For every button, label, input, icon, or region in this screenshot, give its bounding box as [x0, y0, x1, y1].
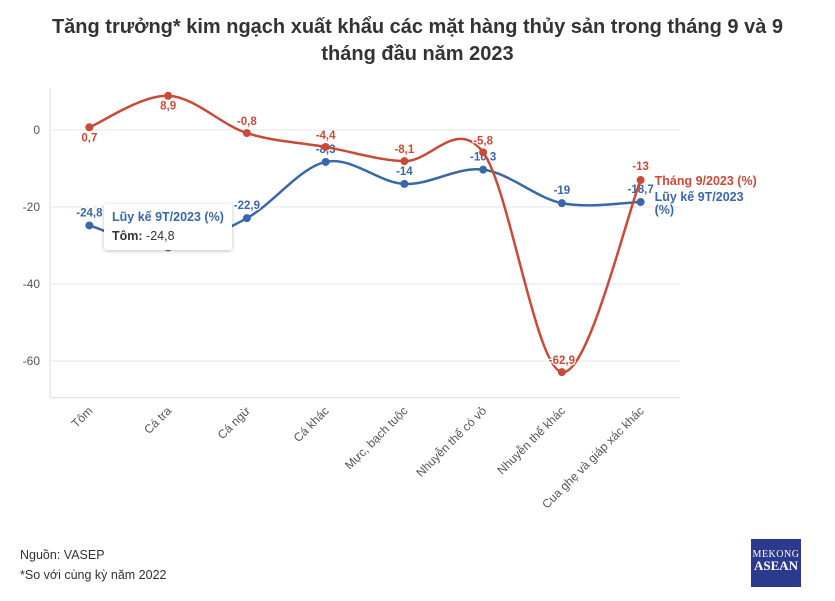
footnote: *So với cùng kỳ năm 2022	[20, 568, 167, 582]
data-label: -13	[632, 161, 649, 173]
title-line-1: Tăng trưởng* kim ngạch xuất khẩu các mặt…	[51, 16, 784, 38]
y-tick-label: -20	[23, 200, 41, 214]
data-label: -62,9	[549, 355, 575, 367]
y-tick-label: -60	[23, 354, 41, 368]
data-point	[85, 221, 94, 230]
series-end-label: Tháng 9/2023 (%)	[655, 174, 757, 188]
data-point	[321, 142, 330, 151]
data-label: -14	[396, 166, 413, 178]
series-line-0	[88, 94, 642, 374]
data-label: -19	[554, 185, 571, 197]
data-label: -22,9	[234, 200, 260, 212]
data-point	[636, 176, 645, 185]
data-label: -5,8	[473, 135, 493, 147]
data-label: -0,8	[237, 116, 257, 128]
source-text: Nguồn: VASEP	[20, 548, 105, 562]
data-label: 0,7	[81, 132, 97, 144]
data-label: -18,7	[628, 184, 654, 196]
data-point	[242, 214, 251, 223]
tooltip-value: -24,8	[146, 229, 175, 243]
data-point	[321, 157, 330, 166]
tooltip: Lũy kế 9T/2023 (%) Tôm: -24,8	[104, 204, 232, 250]
data-point	[400, 179, 409, 188]
data-label: -8,1	[394, 144, 414, 156]
x-tick-label: Cá ngừ	[215, 404, 253, 442]
tooltip-series: Lũy kế 9T/2023 (%)	[112, 210, 224, 224]
y-tick-label: 0	[33, 123, 40, 137]
data-point	[557, 368, 566, 377]
data-label: -10,3	[470, 152, 496, 164]
x-tick-label: Nhuyễn thể có vỏ	[413, 403, 490, 480]
data-point	[85, 123, 94, 132]
data-label: 8,9	[160, 101, 176, 113]
data-point	[164, 91, 173, 100]
data-point	[479, 148, 488, 157]
x-tick-label: Nhuyễn thể khác	[494, 403, 568, 477]
x-tick-label: Cá tra	[141, 404, 174, 437]
data-label: -4,4	[316, 130, 336, 142]
logo: MEKONG ASEAN	[751, 539, 801, 587]
title-line-2: tháng đầu năm 2023	[321, 43, 514, 65]
data-point	[636, 197, 645, 206]
data-point	[242, 129, 251, 138]
y-tick-label: -40	[23, 277, 41, 291]
x-tick-label: Mực, bạch tuộc	[342, 404, 410, 472]
data-point	[400, 157, 409, 166]
data-label: -24,8	[76, 207, 103, 219]
data-point	[479, 165, 488, 174]
x-tick-label: Cá khác	[291, 404, 332, 445]
data-point	[557, 199, 566, 208]
logo-line1: MEKONG	[752, 549, 800, 560]
logo-line2: ASEAN	[753, 558, 799, 573]
x-tick-label: Tôm	[69, 404, 96, 431]
tooltip-category: Tôm:	[112, 229, 143, 243]
series-end-label: Lũy kế 9T/2023 (%)	[655, 190, 744, 217]
chart-title: Tăng trưởng* kim ngạch xuất khẩu các mặt…	[0, 14, 835, 68]
